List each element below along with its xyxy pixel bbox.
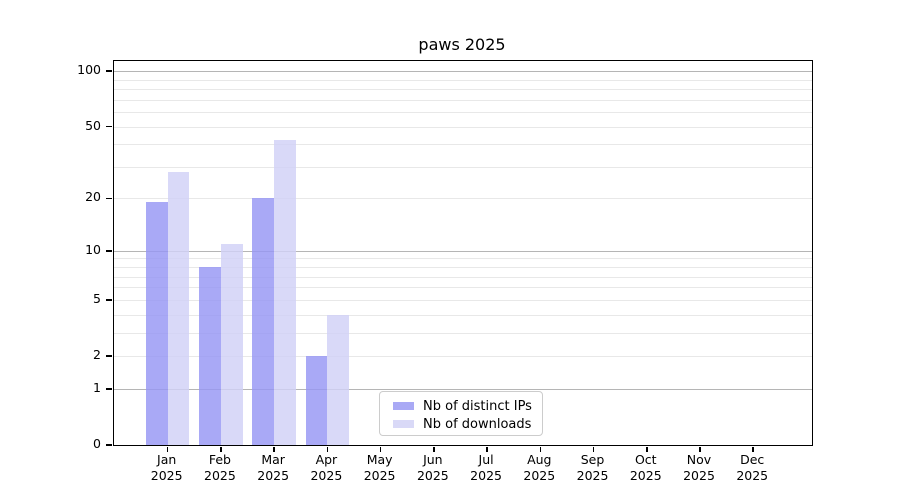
bar-distinct-ips-jan bbox=[146, 202, 168, 445]
y-tick-mark bbox=[106, 388, 112, 390]
gridline-minor bbox=[114, 126, 812, 128]
x-tick-label: Sep 2025 bbox=[576, 452, 609, 483]
y-tick-mark bbox=[106, 70, 112, 72]
bar-downloads-mar bbox=[274, 140, 296, 445]
bar-distinct-ips-mar bbox=[252, 198, 275, 445]
gridline-minor bbox=[114, 314, 812, 316]
bar-distinct-ips-apr bbox=[305, 356, 328, 445]
x-tick-label: Apr 2025 bbox=[310, 452, 343, 483]
x-tick-mark bbox=[699, 447, 701, 452]
y-tick-mark bbox=[106, 299, 112, 301]
x-tick-mark bbox=[433, 447, 435, 452]
gridline-minor bbox=[114, 89, 812, 91]
y-tick-label: 50 bbox=[85, 117, 101, 133]
y-tick-mark bbox=[106, 250, 112, 252]
gridline-major bbox=[114, 388, 812, 390]
x-tick-label: May 2025 bbox=[363, 452, 396, 483]
x-tick-label: Nov 2025 bbox=[683, 452, 715, 483]
legend-label: Nb of distinct IPs bbox=[423, 398, 532, 414]
x-tick-mark bbox=[486, 447, 488, 452]
legend-swatch-distinct-ips bbox=[393, 402, 414, 410]
x-tick-mark bbox=[379, 447, 382, 452]
gridline-minor bbox=[114, 299, 812, 301]
bar-downloads-apr bbox=[327, 314, 350, 445]
legend-item: Nb of distinct IPs bbox=[393, 397, 534, 415]
x-tick-label: Feb 2025 bbox=[204, 452, 236, 483]
x-tick-label: Oct 2025 bbox=[629, 452, 662, 483]
legend: Nb of distinct IPs Nb of downloads bbox=[379, 391, 543, 436]
gridline-minor bbox=[114, 276, 812, 278]
x-tick-mark bbox=[592, 447, 595, 452]
x-tick-mark bbox=[220, 447, 222, 452]
x-tick-label: Jan 2025 bbox=[150, 452, 183, 483]
gridline-major bbox=[114, 250, 812, 252]
legend-item: Nb of downloads bbox=[393, 415, 534, 433]
gridline-minor bbox=[114, 112, 812, 113]
y-tick-label: 5 bbox=[93, 290, 101, 306]
y-tick-label: 10 bbox=[85, 241, 101, 257]
x-tick-mark bbox=[646, 447, 648, 452]
gridline-minor bbox=[114, 144, 812, 146]
chart-title: paws 2025 bbox=[418, 35, 506, 54]
gridline-minor bbox=[114, 79, 812, 81]
gridline-minor bbox=[114, 166, 812, 168]
gridline-minor bbox=[114, 198, 812, 200]
x-tick-mark bbox=[752, 447, 754, 452]
x-tick-label: Mar 2025 bbox=[257, 452, 290, 483]
gridline-minor bbox=[114, 356, 812, 357]
gridline-minor bbox=[114, 99, 812, 101]
x-tick-mark bbox=[166, 447, 169, 452]
x-tick-mark bbox=[539, 447, 542, 452]
y-tick-label: 20 bbox=[85, 189, 101, 205]
x-tick-label: Jul 2025 bbox=[470, 452, 502, 483]
legend-label: Nb of downloads bbox=[423, 416, 532, 432]
bar-downloads-jan bbox=[167, 172, 190, 445]
bar-distinct-ips-feb bbox=[199, 267, 221, 445]
x-tick-mark bbox=[326, 447, 329, 452]
x-tick-label: Dec 2025 bbox=[736, 452, 769, 483]
y-tick-mark bbox=[106, 355, 112, 357]
y-tick-mark bbox=[106, 125, 112, 128]
gridline-minor bbox=[114, 267, 812, 269]
gridline-major bbox=[114, 71, 812, 73]
gridline-minor bbox=[114, 332, 812, 334]
legend-swatch-downloads bbox=[393, 420, 414, 428]
gridline-minor bbox=[114, 258, 812, 260]
y-tick-label: 0 bbox=[93, 436, 101, 451]
y-tick-label: 1 bbox=[93, 379, 101, 395]
y-tick-mark bbox=[106, 444, 112, 446]
x-tick-label: Jun 2025 bbox=[416, 452, 449, 483]
y-tick-mark bbox=[106, 197, 112, 200]
x-tick-mark bbox=[273, 447, 275, 452]
plot-area: Nb of distinct IPs Nb of downloads bbox=[106, 60, 813, 452]
y-tick-label: 100 bbox=[77, 62, 101, 78]
x-tick-label: Aug 2025 bbox=[523, 452, 556, 483]
y-tick-label: 2 bbox=[93, 347, 101, 362]
gridline-minor bbox=[114, 287, 812, 289]
bar-downloads-feb bbox=[220, 243, 243, 445]
